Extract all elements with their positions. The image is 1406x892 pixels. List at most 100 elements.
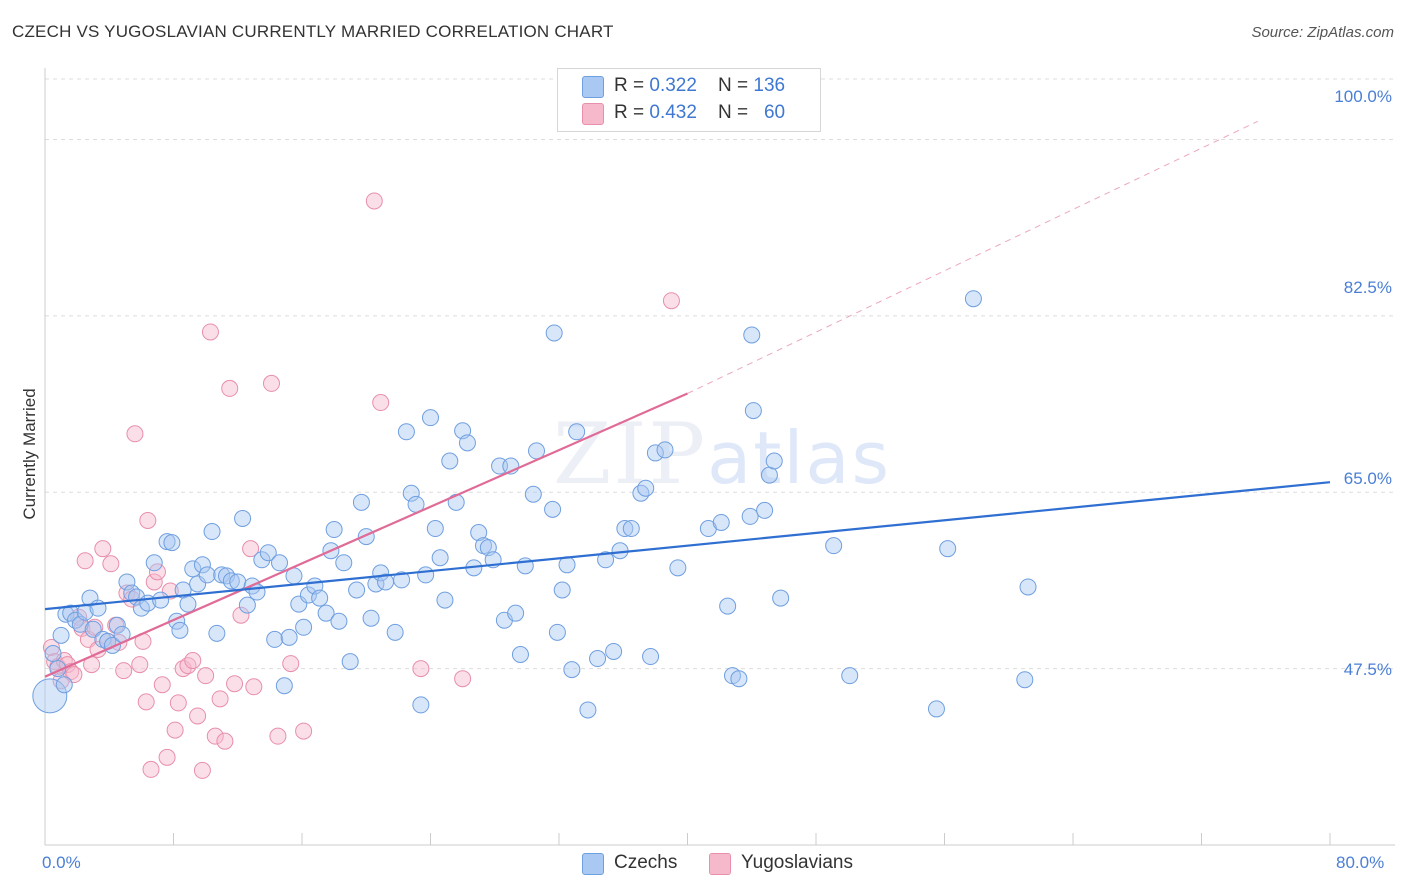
legend-r-value: 0.322 [649,75,697,96]
czechs-point [32,678,68,714]
czechs-point [524,485,542,503]
bottom-legend-yugoslavians-label: Yugoslavians [741,852,853,873]
yugoslavians-point [142,760,160,778]
axes [44,68,1395,846]
czechs-point [712,513,730,531]
czechs-point [317,604,335,622]
czechs-point [441,452,459,470]
czechs-point [548,623,566,641]
czechs-point [563,661,581,679]
czechs-point [616,520,634,538]
czechs-point [44,645,62,662]
yugoslavians-point [242,540,260,558]
yugoslavians-trend-extension [687,120,1258,394]
czechs-point [184,560,202,578]
czechs-point [597,551,615,569]
watermark-zip: ZIP [553,405,708,503]
czechs-point [234,509,252,527]
x-tick-label-min: 0.0% [42,853,81,872]
czechs-point [55,676,73,694]
legend-n-label: N = [718,75,754,96]
yugoslavians-point [153,676,171,694]
czechs-point [939,540,957,558]
yugoslavians-point [184,652,202,670]
czechs-swatch [582,76,604,98]
yugoslavians-point [662,292,680,310]
czechs-point [760,466,778,484]
yugoslavians-point [42,638,60,656]
czechs-point [330,612,348,630]
yugoslavians-point [158,748,176,766]
czechs-point [841,667,859,685]
yugoslavians-point [115,662,133,680]
czechs-point [656,441,674,459]
czechs-point [108,616,126,634]
yugoslavians-point [454,670,472,688]
czechs-point [238,596,256,614]
czechs-point [426,520,444,538]
yugoslavians-point [76,552,94,570]
yugoslavians-point [148,563,166,581]
czechs-point [145,554,163,572]
czechs-point [52,626,70,644]
czechs-point [507,604,525,622]
czechs-point [325,521,343,539]
czechs-point [229,573,247,591]
yugoslavians-point [365,192,383,210]
czechs-point [259,544,277,562]
czechs-point [622,520,640,538]
yugoslavians-point [282,655,300,673]
czechs-point [386,623,404,641]
czechs-point [765,452,783,470]
legend-r-label: R = [614,102,650,123]
czechs-point [393,571,411,589]
czechs-point [927,700,945,718]
czechs-point [422,409,439,427]
czechs-point [222,572,240,590]
watermark-atlas: atlas [707,416,892,500]
czechs-point [1019,578,1037,596]
czechs-point [545,324,563,342]
czechs-point [436,591,454,609]
czechs-point [193,556,211,574]
czechs-point [605,642,623,660]
bottom-legend-czechs-label: Czechs [614,852,678,873]
yugoslavians-point [269,727,287,745]
yugoslavians-point [226,675,244,693]
czechs-point [669,559,687,577]
czechs-point [417,566,435,584]
czechs-point [431,549,449,567]
czechs-point [637,479,655,497]
yugoslavians-point [232,606,250,624]
yugoslavians-point [211,690,229,708]
czechs-point [397,423,415,441]
yugoslavians-point [197,667,215,685]
yugoslavians-point [295,722,313,740]
czechs-point [311,589,329,607]
yugoslavians-swatch [709,853,731,875]
czechs-point [335,554,353,572]
czechs-point [772,589,790,607]
y-axis-label: Currently Married [20,388,39,520]
yugoslavians-point [201,323,219,341]
czechs-point [730,670,748,688]
czechs-point [412,696,430,714]
czechs-point [511,646,529,664]
czechs-point [171,621,189,639]
czechs-point [198,566,216,584]
x-tick-label-max: 80.0% [1336,853,1385,872]
czechs-point [744,402,762,420]
y-tick-label: 82.5% [1343,278,1392,297]
czechs-point [458,434,476,452]
yugoslavians-point [216,732,234,750]
legend-n-label: N = [718,102,754,123]
legend-r-label: R = [614,75,650,96]
yugoslavians-point [245,678,263,696]
yugoslavians-swatch [582,103,604,125]
yugoslavians-point [94,540,112,558]
czechs-trend-line [44,481,1331,611]
czechs-point [1016,671,1034,689]
chart-title: CZECH VS YUGOSLAVIAN CURRENTLY MARRIED C… [12,22,614,41]
yugoslavians-point [179,657,197,675]
